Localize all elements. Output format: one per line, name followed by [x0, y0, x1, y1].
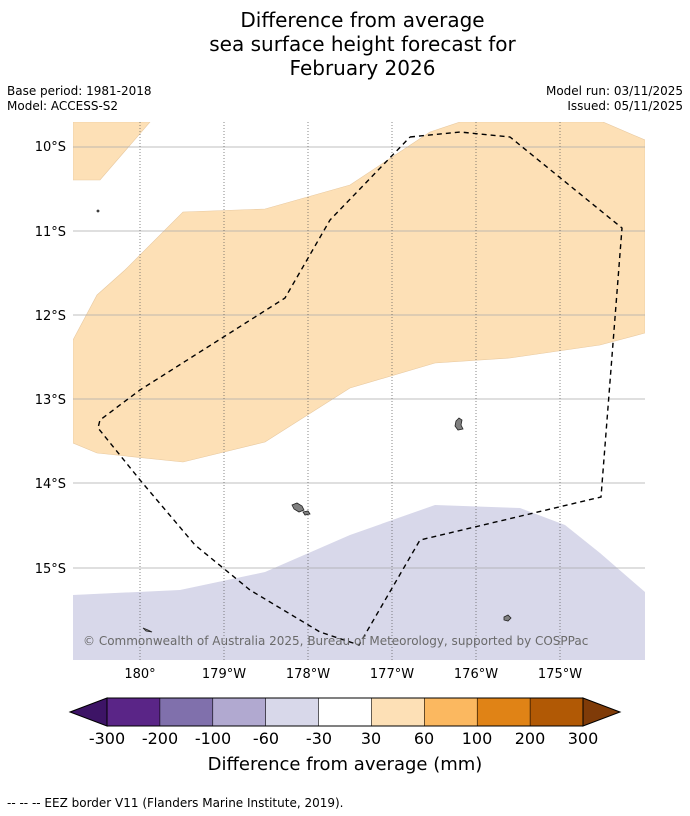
forecast-map: 10°S 11°S 12°S 13°S 14°S 15°S 180° 179°W… [35, 122, 645, 775]
colorbar-frame [106, 697, 584, 727]
island-southeast [503, 614, 512, 622]
latitude-labels: 10°S 11°S 12°S 13°S 14°S 15°S [35, 140, 66, 577]
lon-label-179w: 179°W [202, 667, 246, 682]
colorbar-bin [265, 698, 320, 726]
positive-anomaly-region [73, 122, 645, 463]
colorbar-bin [318, 698, 372, 726]
cb-tick-label: -30 [306, 729, 332, 748]
colorbar-bin [159, 698, 214, 726]
lat-label-11s: 11°S [35, 225, 66, 240]
cb-tick-label: -200 [142, 729, 178, 748]
meta-right: Model run: 03/11/2025 Issued: 05/11/2025 [546, 84, 683, 114]
island-cluster-west [291, 502, 305, 513]
meta-left: Base period: 1981-2018 Model: ACCESS-S2 [7, 84, 152, 114]
colorbar-bin [212, 698, 267, 726]
title-line-1: Difference from average [240, 8, 485, 32]
colorbar-bin [371, 698, 425, 726]
lat-label-13s: 13°S [35, 393, 66, 408]
lon-label-178w: 178°W [286, 667, 330, 682]
colorbar-label: Difference from average (mm) [208, 754, 483, 775]
base-period: Base period: 1981-2018 [7, 84, 152, 98]
lat-label-10s: 10°S [35, 140, 66, 155]
cb-tick-label: 100 [462, 729, 493, 748]
latitude-gridlines [73, 146, 645, 569]
island-futuna [454, 417, 464, 431]
colorbar-extend-low [68, 697, 108, 727]
title-line-2: sea surface height forecast for [209, 32, 516, 56]
cb-tick-label: 60 [414, 729, 434, 748]
chart-title: Difference from average sea surface heig… [0, 8, 690, 80]
positive-anomaly-corner [73, 122, 151, 181]
lon-label-176w: 176°W [454, 667, 498, 682]
model-name: Model: ACCESS-S2 [7, 99, 119, 113]
copyright-notice: © Commonwealth of Australia 2025, Bureau… [83, 634, 588, 648]
cb-tick-label: 300 [568, 729, 599, 748]
lat-label-15s: 15°S [35, 562, 66, 577]
colorbar-bin [530, 698, 584, 726]
colorbar: -300 -200 -100 -60 -30 30 60 100 200 300… [68, 697, 622, 775]
lon-label-175w: 175°W [538, 667, 582, 682]
lon-label-180: 180° [124, 667, 155, 682]
negative-anomaly-region [73, 505, 645, 660]
eez-footnote: -- -- -- EEZ border V11 (Flanders Marine… [7, 796, 344, 810]
cb-tick-label: -60 [253, 729, 279, 748]
lat-label-12s: 12°S [35, 309, 66, 324]
title-line-3: February 2026 [289, 56, 436, 80]
cb-tick-label: -300 [89, 729, 125, 748]
colorbar-bin [477, 698, 531, 726]
island-tiny-northwest [96, 209, 100, 213]
model-run: Model run: 03/11/2025 [545, 84, 683, 98]
colorbar-extend-high [582, 697, 622, 727]
lat-label-14s: 14°S [35, 477, 66, 492]
cb-tick-label: 30 [361, 729, 381, 748]
island-southwest [142, 627, 153, 633]
colorbar-bin [424, 698, 478, 726]
colorbar-bin [107, 698, 161, 726]
cb-tick-label: 200 [515, 729, 546, 748]
island-small-west [302, 510, 311, 516]
cb-tick-label: -100 [195, 729, 231, 748]
issued-date: Issued: 05/11/2025 [567, 99, 683, 113]
lon-label-177w: 177°W [370, 667, 414, 682]
longitude-labels: 180° 179°W 178°W 177°W 176°W 175°W [124, 667, 582, 682]
